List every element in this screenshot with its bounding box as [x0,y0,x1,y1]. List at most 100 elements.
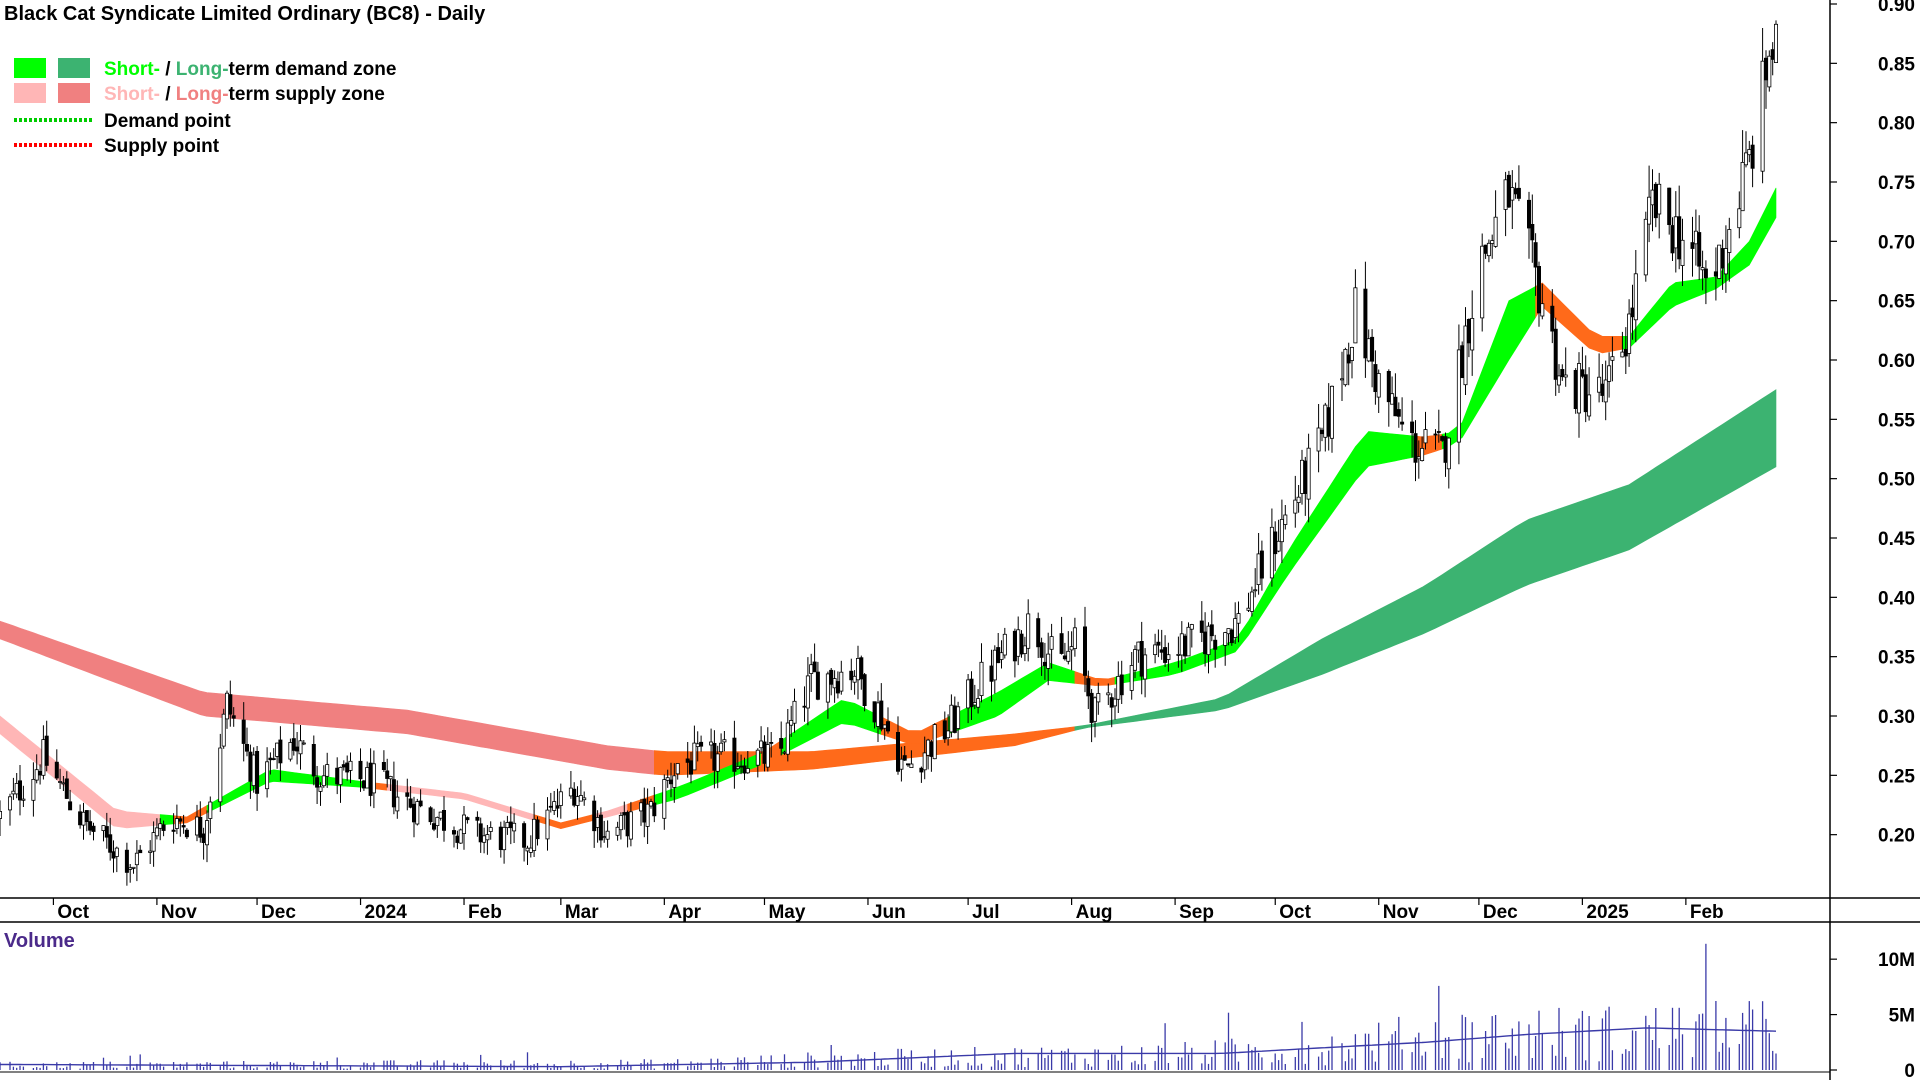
candle [805,657,810,726]
candle [475,811,480,837]
candle [151,821,156,867]
candle [84,810,89,832]
date-tick-label: Mar [565,902,599,923]
candle [789,705,794,737]
candle [365,761,370,789]
legend-point-label: Demand point [104,111,231,132]
date-tick-label: Sep [1179,902,1214,923]
candle [128,864,133,883]
candle [1353,269,1358,344]
candle [1553,317,1558,396]
candle [876,691,881,742]
candle [7,793,12,826]
candle [1400,397,1405,431]
candle [952,696,957,734]
candle [31,762,36,817]
legend-long-swatch [58,58,90,78]
candle [1737,191,1742,239]
candle [411,796,416,838]
candle [628,801,633,847]
candle [1767,50,1772,92]
volume-tick-label: 10M [1878,950,1915,971]
candle [1066,631,1071,665]
candle [11,777,16,800]
candle [1697,215,1702,280]
date-tick-label: Jun [872,902,906,923]
candle [1119,660,1124,704]
price-tick-label: 0.50 [1878,470,1915,491]
candle [1303,456,1308,516]
candle [1446,437,1451,489]
candle [1580,346,1585,379]
candle [1386,369,1391,427]
candle [1577,352,1582,438]
candle [1760,28,1765,184]
price-tick-label: 0.20 [1878,826,1915,847]
candle [58,768,63,789]
candle [1740,130,1745,212]
candle [1764,50,1769,109]
candle [101,825,106,842]
date-tick-label: May [768,902,805,923]
candle [926,738,931,770]
candle [532,802,537,857]
candle [295,732,300,765]
price-tick-label: 0.65 [1878,292,1915,313]
candle [391,761,396,815]
price-tick-label: 0.90 [1878,0,1915,16]
candle [1443,432,1448,477]
candle [21,785,26,807]
candle [1320,427,1325,442]
candle [1703,260,1708,305]
candle [1670,217,1675,261]
short-term-zone-3 [206,769,375,814]
candle [1139,621,1144,695]
date-tick-label: 2025 [1586,902,1629,923]
candle [1199,601,1204,642]
candle [1490,234,1495,259]
candle [1159,629,1164,660]
candle [672,763,677,803]
candle [1330,385,1335,453]
candle [1466,318,1471,358]
candle [802,686,807,722]
candle [465,816,470,824]
candle [625,810,630,848]
candle [361,780,366,791]
candle [1166,642,1171,672]
candle [478,817,483,853]
candle [505,815,510,835]
candle [1456,324,1461,465]
candle [1279,499,1284,563]
date-tick-label: Oct [1279,902,1311,923]
candle [832,670,837,703]
candle [68,789,73,811]
candle [148,840,153,864]
candle [488,821,493,840]
candle [455,830,460,850]
short-term-zone-19 [1622,187,1777,350]
candle [1750,135,1755,188]
candle [572,782,577,808]
candle [715,745,720,789]
candle [989,649,994,702]
candle [979,643,984,703]
candle [241,702,246,762]
candle [1300,449,1305,505]
candle [1323,402,1328,452]
candle [592,795,597,848]
candle [759,726,764,754]
candle [1744,131,1749,168]
candle [1002,627,1007,659]
legend-short-swatch [14,83,46,103]
candle [184,828,189,839]
candle [1723,225,1728,293]
candle [1306,433,1311,523]
candle [1236,601,1241,643]
candle [1600,364,1605,403]
short-term-zone-17 [1441,285,1536,450]
date-tick-label: Aug [1076,902,1113,923]
candle [639,798,644,826]
